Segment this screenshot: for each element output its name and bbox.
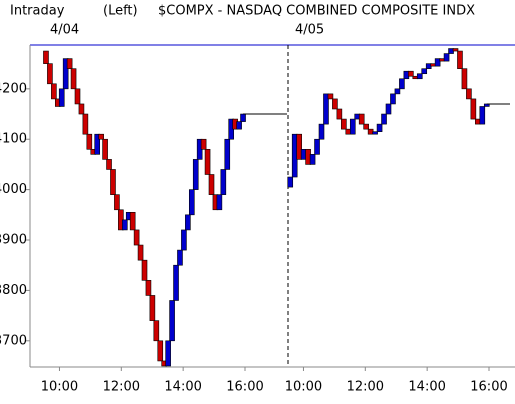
candle: [102, 138, 108, 160]
candle: [341, 118, 347, 130]
candle: [51, 83, 57, 100]
candle: [443, 53, 450, 62]
x-tick-label: 12:00: [103, 380, 140, 395]
candle: [381, 113, 387, 125]
candle: [208, 174, 215, 195]
candle: [296, 133, 302, 160]
candle: [466, 88, 472, 100]
candle: [94, 133, 101, 155]
candle: [349, 118, 356, 135]
candle: [479, 106, 486, 125]
candle: [78, 103, 85, 115]
candle: [43, 50, 49, 64]
candle: [192, 159, 199, 190]
candle: [165, 340, 171, 367]
candle: [390, 93, 396, 105]
candle: [114, 194, 120, 211]
x-tick-label: 12:00: [347, 380, 384, 395]
candle: [86, 133, 93, 150]
candle: [394, 88, 401, 95]
candle: [318, 123, 325, 140]
candle: [110, 169, 116, 195]
y-tick-label: 3800: [0, 283, 27, 298]
candle: [137, 244, 144, 261]
candle: [358, 113, 365, 125]
candle: [74, 88, 81, 105]
candle: [149, 295, 156, 321]
candle: [157, 340, 164, 362]
x-tick-label: 16:00: [226, 380, 263, 395]
candle: [399, 78, 405, 90]
candle: [185, 214, 191, 231]
candle: [188, 189, 195, 216]
candle: [66, 58, 73, 69]
candle: [240, 113, 246, 122]
candle: [332, 98, 338, 110]
candle: [58, 88, 65, 107]
candle: [287, 176, 294, 188]
candle: [177, 249, 183, 266]
candle: [336, 108, 343, 120]
y-tick-label: 4100: [0, 132, 27, 147]
x-tick-label: 16:00: [470, 380, 507, 395]
candle: [434, 58, 441, 67]
candle: [70, 68, 77, 90]
candle: [106, 159, 112, 170]
x-tick-label: 14:00: [164, 380, 201, 395]
candle: [421, 68, 428, 75]
candle: [323, 93, 329, 125]
candle: [62, 58, 69, 90]
y-tick-label: 3900: [0, 233, 27, 248]
candle: [153, 320, 160, 342]
y-tick-label: 4000: [0, 182, 27, 197]
candle: [200, 138, 207, 150]
candle: [216, 194, 223, 211]
candle: [224, 138, 231, 170]
x-tick-label: 10:00: [285, 380, 322, 395]
candle: [169, 300, 175, 342]
candle: [416, 73, 423, 80]
candle: [129, 211, 136, 231]
date-label: 4/04: [50, 23, 79, 38]
axis-side: (Left): [103, 4, 138, 19]
candle: [363, 123, 369, 130]
candle: [145, 280, 152, 296]
candle: [408, 70, 414, 77]
candle: [309, 154, 316, 165]
date-label: 4/05: [295, 23, 324, 38]
candle: [372, 131, 378, 135]
candle: [204, 149, 211, 175]
chart-title: $COMPX - NASDAQ COMBINED COMPOSITE INDX: [158, 4, 475, 19]
candle: [470, 98, 477, 120]
candle: [98, 133, 104, 140]
candle: [461, 68, 468, 90]
x-tick-label: 10:00: [41, 380, 78, 395]
candle: [133, 229, 140, 246]
y-tick-label: 4200: [0, 81, 27, 96]
candle: [173, 264, 179, 301]
chart-label: Intraday: [10, 4, 65, 19]
candle: [141, 259, 148, 281]
candle: [385, 103, 392, 115]
x-tick-label: 14:00: [408, 380, 445, 395]
candle: [181, 229, 187, 251]
candle: [314, 138, 320, 155]
candle: [452, 48, 459, 52]
candle: [220, 169, 227, 195]
y-tick-label: 3700: [0, 333, 27, 348]
candle: [327, 93, 334, 100]
candle: [47, 63, 53, 85]
candle: [82, 113, 89, 135]
candle: [121, 219, 128, 231]
candle: [236, 121, 242, 130]
candle: [457, 50, 463, 69]
candle: [376, 123, 383, 132]
